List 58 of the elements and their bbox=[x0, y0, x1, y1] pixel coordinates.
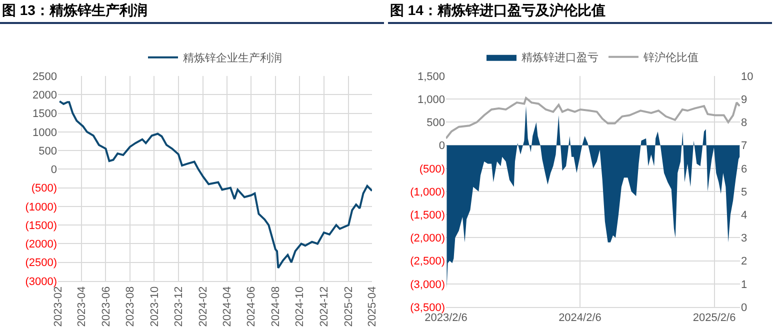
y-tick-label: (3,500) bbox=[410, 302, 445, 314]
y2-tick-label: 9 bbox=[741, 94, 748, 106]
x-tick-label: 2023-02 bbox=[52, 286, 65, 327]
y-tick-label: (1,500) bbox=[410, 209, 445, 222]
y-tick-label: (2500) bbox=[25, 257, 57, 270]
x-tick-label: 2023-12 bbox=[173, 286, 186, 327]
x-tick-label: 2024-06 bbox=[246, 286, 258, 327]
y-tick-label: (2,000) bbox=[410, 232, 445, 245]
y2-tick-label: 10 bbox=[741, 70, 754, 83]
x-tick-label: 2024/2/6 bbox=[558, 312, 602, 324]
y2-tick-label: 7 bbox=[741, 140, 748, 152]
y-tick-label: 1,500 bbox=[417, 70, 445, 83]
y-tick-label: 500 bbox=[426, 117, 445, 130]
y-tick-label: (500) bbox=[31, 182, 57, 195]
y-tick-label: (3000) bbox=[25, 276, 57, 288]
legend-label: 锌沪伦比值 bbox=[642, 51, 698, 64]
y2-tick-label: 5 bbox=[741, 186, 748, 198]
y2-tick-label: 4 bbox=[741, 209, 748, 222]
chart-title: 图 14：精炼锌进口盈亏及沪伦比值 bbox=[388, 0, 772, 24]
y2-tick-label: 1 bbox=[741, 278, 748, 291]
x-tick-label: 2025-02 bbox=[343, 286, 356, 327]
y-tick-label: 500 bbox=[38, 145, 57, 158]
y-tick-label: 2500 bbox=[32, 70, 57, 83]
y-tick-label: (1500) bbox=[25, 220, 57, 232]
y-tick-label: 0 bbox=[438, 140, 445, 152]
y-tick-label: (3,000) bbox=[410, 278, 445, 291]
y-tick-label: 1,000 bbox=[417, 94, 445, 106]
line-series bbox=[58, 100, 372, 269]
x-tick-label: 2023-04 bbox=[76, 286, 88, 327]
chart-title: 图 13：精炼锌生产利润 bbox=[0, 0, 384, 24]
x-tick-label: 2023-06 bbox=[100, 286, 112, 327]
x-tick-label: 2025-04 bbox=[366, 286, 379, 327]
y-tick-label: 0 bbox=[50, 164, 57, 176]
x-tick-label: 2023-08 bbox=[124, 286, 137, 327]
y-tick-label: (1,000) bbox=[410, 186, 445, 198]
y2-tick-label: 6 bbox=[741, 163, 748, 176]
legend-label: 精炼锌进口盈亏 bbox=[522, 51, 598, 64]
legend-label: 精炼锌企业生产利润 bbox=[183, 52, 282, 65]
x-tick-label: 2025/2/6 bbox=[692, 312, 736, 324]
y2-tick-label: 0 bbox=[741, 302, 748, 314]
x-tick-label: 2024-02 bbox=[198, 286, 210, 327]
x-tick-label: 2023/2/6 bbox=[424, 312, 468, 324]
y2-tick-label: 2 bbox=[741, 256, 748, 268]
y-tick-label: 1000 bbox=[32, 126, 57, 139]
y-tick-label: 2000 bbox=[32, 89, 57, 102]
y-tick-label: (1000) bbox=[25, 201, 57, 214]
y2-tick-label: 3 bbox=[741, 232, 748, 245]
x-tick-label: 2024-04 bbox=[221, 286, 234, 327]
y-tick-label: 1500 bbox=[32, 108, 57, 120]
y2-tick-label: 8 bbox=[741, 117, 748, 130]
x-tick-label: 2023-10 bbox=[148, 286, 161, 327]
x-tick-label: 2024-08 bbox=[270, 286, 282, 327]
y-tick-label: (2,500) bbox=[410, 256, 445, 268]
x-tick-label: 2024-12 bbox=[318, 286, 330, 327]
line-series bbox=[446, 96, 740, 140]
y-tick-label: (500) bbox=[419, 163, 445, 176]
x-tick-label: 2024-10 bbox=[294, 286, 306, 327]
y-tick-label: (2000) bbox=[25, 238, 57, 251]
